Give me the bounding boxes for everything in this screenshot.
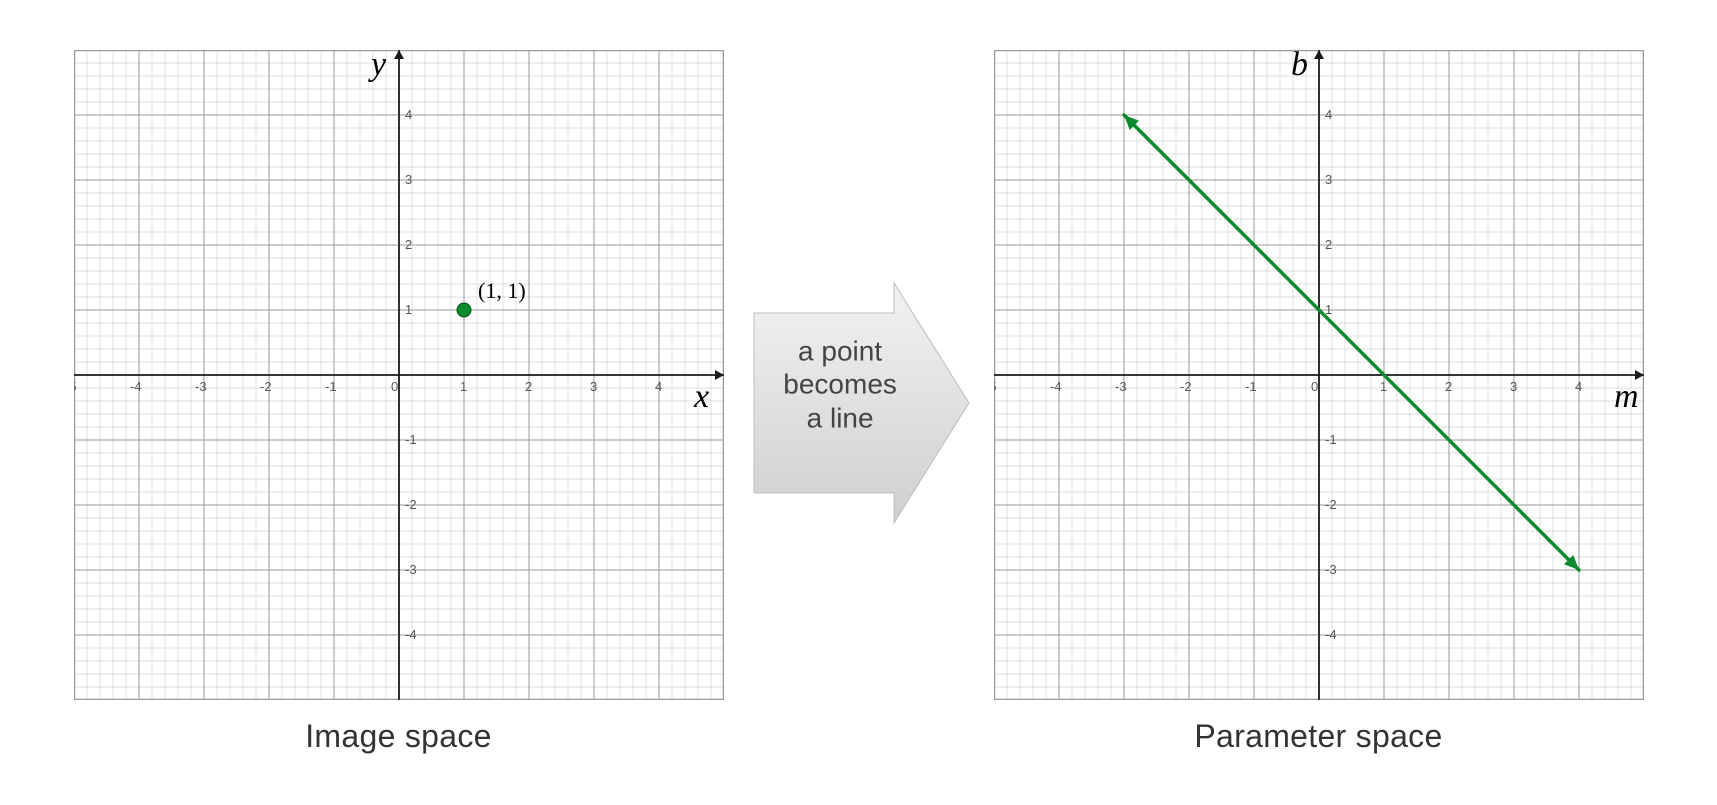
svg-text:-4: -4 [405,627,417,642]
svg-text:-2: -2 [405,497,417,512]
svg-text:3: 3 [405,172,412,187]
svg-text:4: 4 [405,107,412,122]
right-panel: -5-4-3-2-101234-4-3-2-11234bm Parameter … [994,50,1644,755]
right-caption: Parameter space [1194,718,1442,755]
svg-text:-3: -3 [195,379,207,394]
svg-text:x: x [693,378,709,415]
svg-text:4: 4 [1575,379,1582,394]
svg-text:2: 2 [1445,379,1452,394]
svg-text:4: 4 [1325,107,1332,122]
svg-text:b: b [1291,50,1308,83]
svg-text:m: m [1614,378,1639,415]
svg-text:-4: -4 [130,379,142,394]
svg-text:2: 2 [525,379,532,394]
left-panel: -5 -4 -3 -2 -1 0 1 2 3 4 -4 -3 -2 -1 1 2 3 4 y x (1, 1) Imag… [74,50,724,755]
svg-text:-1: -1 [1245,379,1257,394]
svg-text:0: 0 [1311,379,1318,394]
svg-text:3: 3 [590,379,597,394]
svg-text:1: 1 [1380,379,1387,394]
left-caption: Image space [305,718,492,755]
svg-text:0: 0 [391,379,398,394]
svg-text:y: y [368,50,387,83]
svg-text:-4: -4 [1050,379,1062,394]
svg-text:2: 2 [405,237,412,252]
svg-text:-5: -5 [994,379,997,394]
svg-text:-5: -5 [74,379,77,394]
svg-text:-2: -2 [1180,379,1192,394]
parameter-space-plot: -5-4-3-2-101234-4-3-2-11234bm [994,50,1644,700]
svg-text:-4: -4 [1325,627,1337,642]
svg-text:-1: -1 [325,379,337,394]
svg-text:4: 4 [655,379,662,394]
svg-text:1: 1 [460,379,467,394]
svg-text:(1, 1): (1, 1) [478,278,526,303]
svg-text:-2: -2 [260,379,272,394]
svg-text:-3: -3 [1325,562,1337,577]
svg-text:2: 2 [1325,237,1332,252]
arrow-shape [744,273,974,533]
figure-container: -5 -4 -3 -2 -1 0 1 2 3 4 -4 -3 -2 -1 1 2 3 4 y x (1, 1) Imag… [0,0,1717,805]
svg-text:1: 1 [405,302,412,317]
svg-text:-3: -3 [1115,379,1127,394]
svg-text:-2: -2 [1325,497,1337,512]
svg-text:3: 3 [1510,379,1517,394]
svg-text:-1: -1 [1325,432,1337,447]
svg-text:-1: -1 [405,432,417,447]
transform-arrow: a point becomes a line [744,273,974,533]
svg-text:-3: -3 [405,562,417,577]
svg-text:3: 3 [1325,172,1332,187]
image-space-plot: -5 -4 -3 -2 -1 0 1 2 3 4 -4 -3 -2 -1 1 2 3 4 y x (1, 1) [74,50,724,700]
